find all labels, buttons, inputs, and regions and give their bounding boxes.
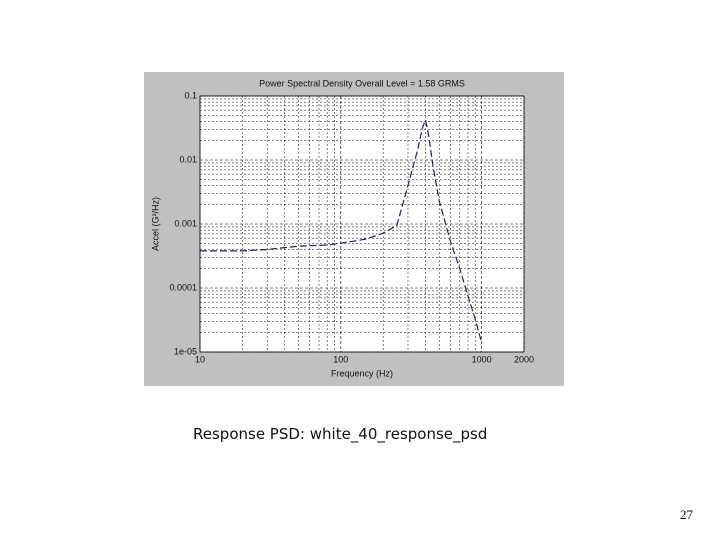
chart-title: Power Spectral Density Overall Level = 1… [259,78,465,88]
caption: Response PSD: white_40_response_psd [193,425,488,443]
x-tick-label: 100 [333,354,348,364]
y-tick-label: 0.001 [174,218,197,228]
x-tick-label: 10 [195,354,205,364]
y-tick-label: 0.0001 [169,282,197,292]
line-series [200,118,483,343]
x-tick-label: 1000 [472,354,492,364]
y-tick-label: 0.01 [179,154,197,164]
x-axis-label: Frequency (Hz) [331,368,393,378]
page-number: 27 [680,507,693,522]
y-tick-label: 1e-05 [174,346,197,356]
y-axis-label: Accel (G²/Hz) [150,197,160,251]
y-tick-label: 0.1 [184,90,197,100]
x-tick-label: 2000 [514,354,534,364]
